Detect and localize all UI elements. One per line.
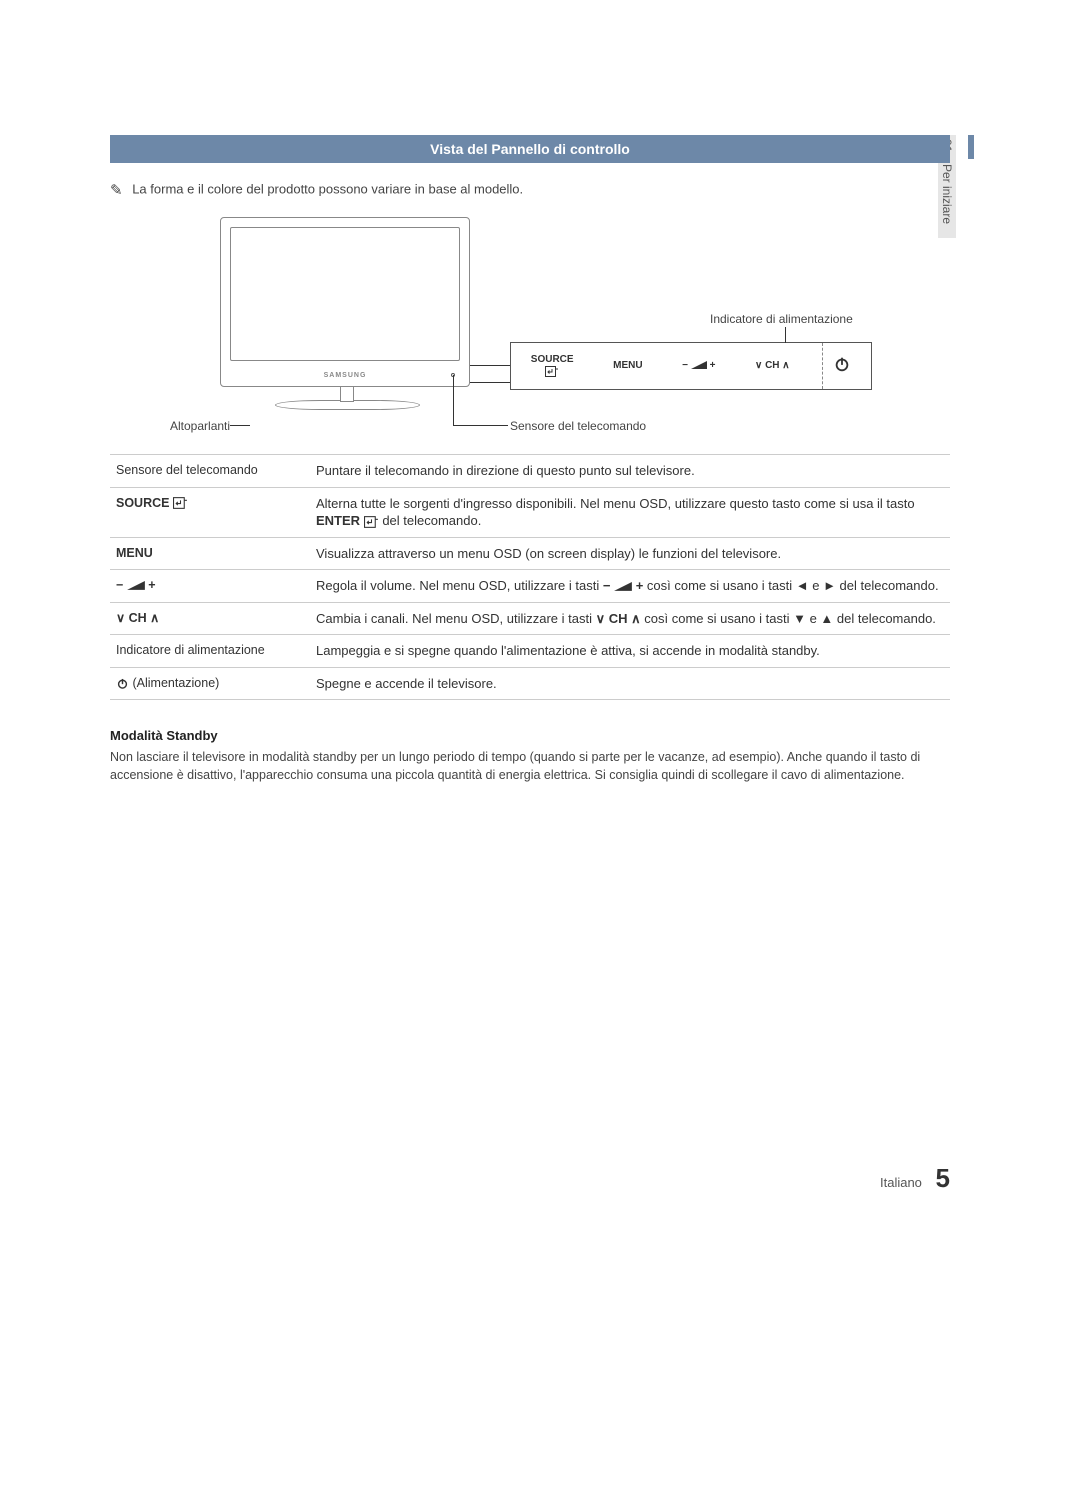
line-indicatore bbox=[785, 327, 786, 343]
row-desc: Lampeggia e si spegne quando l'alimentaz… bbox=[310, 635, 950, 668]
note-line: ✎ La forma e il colore del prodotto poss… bbox=[110, 181, 950, 199]
page-number: 5 bbox=[936, 1163, 950, 1193]
panel-menu: MENU bbox=[613, 360, 642, 372]
table-row: (Alimentazione) Spegne e accende il tele… bbox=[110, 667, 950, 700]
panel-volume: − + bbox=[682, 360, 715, 372]
table-row: MENU Visualizza attraverso un menu OSD (… bbox=[110, 537, 950, 570]
power-icon bbox=[833, 355, 851, 373]
table-row: ∨ CH ∧ Cambia i canali. Nel menu OSD, ut… bbox=[110, 602, 950, 635]
panel-channel: ∨ CH ∧ bbox=[755, 360, 790, 372]
footer-lang: Italiano bbox=[880, 1175, 922, 1190]
row-desc: Puntare il telecomando in direzione di q… bbox=[310, 455, 950, 488]
side-tab-marker bbox=[968, 135, 974, 159]
row-desc: Cambia i canali. Nel menu OSD, utilizzar… bbox=[310, 602, 950, 635]
label-altoparlanti: Altoparlanti bbox=[170, 419, 230, 433]
standby-body: Non lasciare il televisore in modalità s… bbox=[110, 749, 950, 784]
control-panel-zoom: SOURCE MENU − + ∨ CH ∧ bbox=[510, 342, 872, 390]
panel-divider bbox=[822, 343, 823, 389]
section-header: Vista del Pannello di controllo bbox=[110, 135, 950, 163]
row-label: ∨ CH ∧ bbox=[110, 602, 310, 635]
row-label: Sensore del telecomando bbox=[110, 455, 310, 488]
row-desc: Spegne e accende il televisore. bbox=[310, 667, 950, 700]
note-icon: ✎ bbox=[110, 181, 123, 199]
tv-frame: SAMSUNG bbox=[220, 217, 470, 387]
tv-brand: SAMSUNG bbox=[324, 372, 367, 379]
enter-icon bbox=[364, 516, 379, 528]
description-table: Sensore del telecomando Puntare il telec… bbox=[110, 454, 950, 700]
page-content: Vista del Pannello di controllo ✎ La for… bbox=[110, 135, 950, 784]
tv-diagram: SAMSUNG SOURCE MENU − bbox=[170, 217, 890, 432]
standby-heading: Modalità Standby bbox=[110, 728, 950, 743]
panel-source: SOURCE bbox=[531, 354, 574, 378]
row-label: Indicatore di alimentazione bbox=[110, 635, 310, 668]
line-altoparlanti bbox=[230, 425, 250, 426]
panel-power bbox=[829, 355, 851, 377]
table-row: − + Regola il volume. Nel menu OSD, util… bbox=[110, 570, 950, 603]
table-row: SOURCE Alterna tutte le sorgenti d'ingre… bbox=[110, 487, 950, 537]
table-row: Indicatore di alimentazione Lampeggia e … bbox=[110, 635, 950, 668]
tv-screen bbox=[230, 227, 460, 361]
row-desc: Alterna tutte le sorgenti d'ingresso dis… bbox=[310, 487, 950, 537]
volume-wedge-icon bbox=[127, 581, 145, 591]
panel-source-label: SOURCE bbox=[531, 354, 574, 366]
volume-wedge-icon bbox=[614, 582, 632, 592]
table-row: Sensore del telecomando Puntare il telec… bbox=[110, 455, 950, 488]
line-sensore-v bbox=[453, 375, 454, 425]
volume-wedge-icon bbox=[691, 361, 707, 370]
zoom-line-top bbox=[470, 365, 510, 366]
page-footer: Italiano 5 bbox=[880, 1163, 950, 1194]
enter-icon bbox=[173, 497, 188, 509]
row-label: MENU bbox=[110, 537, 310, 570]
row-label: − + bbox=[110, 570, 310, 603]
line-sensore-h bbox=[453, 425, 508, 426]
enter-icon bbox=[531, 366, 574, 378]
row-label: SOURCE bbox=[110, 487, 310, 537]
zoom-line-bottom bbox=[470, 382, 510, 383]
row-label: (Alimentazione) bbox=[110, 667, 310, 700]
row-desc: Regola il volume. Nel menu OSD, utilizza… bbox=[310, 570, 950, 603]
note-text: La forma e il colore del prodotto posson… bbox=[132, 181, 523, 196]
row-desc: Visualizza attraverso un menu OSD (on sc… bbox=[310, 537, 950, 570]
tv-stand-neck bbox=[340, 387, 354, 402]
label-indicatore: Indicatore di alimentazione bbox=[710, 312, 853, 326]
power-icon bbox=[116, 677, 129, 690]
label-sensore: Sensore del telecomando bbox=[510, 419, 646, 433]
